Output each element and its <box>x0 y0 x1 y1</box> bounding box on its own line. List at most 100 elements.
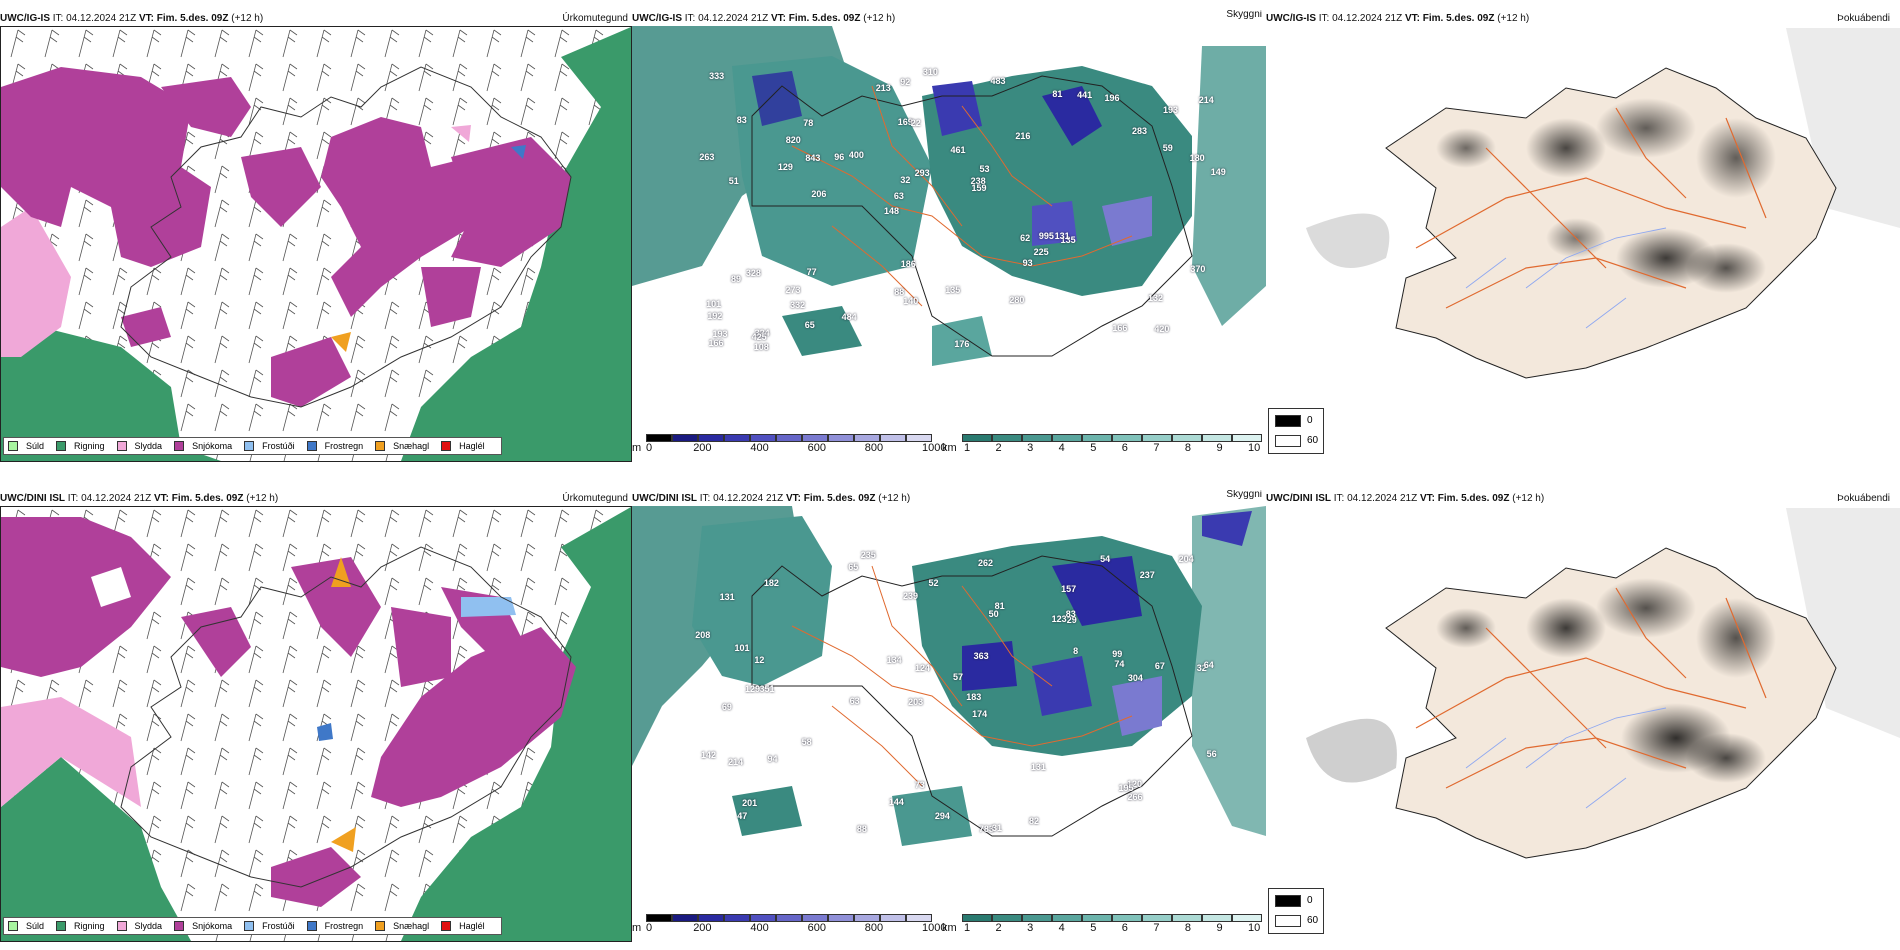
valid-time: VT: Fim. 5.des. 09Z <box>138 13 229 24</box>
cloud-base-value: 93 <box>1022 258 1033 269</box>
visibility-cloudbase-panel-row2: UWC/DINI ISL IT: 04.12.2024 21Z VT: Fim.… <box>632 490 1266 942</box>
cloud-base-value: 129 <box>777 162 793 173</box>
cloud-base-value: 193 <box>712 329 728 340</box>
cloud-colorbar-segment <box>880 434 906 442</box>
visibility-colorbar-segment <box>1142 434 1172 442</box>
visibility-colorbar-tick: 1 <box>964 922 971 934</box>
legend-swatch <box>56 921 67 931</box>
precip-type-map[interactable]: Súld Rigning Slydda Snjókoma Frostúði Frostre… <box>0 26 632 462</box>
visibility-cloudbase-panel-row1: UWC/IG-IS IT: 04.12.2024 21Z VT: Fim. 5.… <box>632 10 1266 462</box>
cloud-base-value: 96 <box>834 152 845 163</box>
model-name: UWC/IG-IS <box>1266 13 1316 24</box>
cloud-base-value: 332 <box>790 299 806 310</box>
cloud-base-value: 131 <box>719 591 735 602</box>
cloud-base-value: 400 <box>848 150 864 160</box>
cloud-base-value: 81 <box>1052 88 1063 99</box>
fog-legend-label-1: 60 <box>1307 915 1319 926</box>
visibility-map[interactable]: 420 51 193 148 216 324 169 461 328 400 192 332 22 53 1… <box>632 26 1266 430</box>
visibility-colorbar-segment <box>1082 434 1112 442</box>
cloud-base-value: 144 <box>888 797 904 808</box>
legend-swatch <box>174 921 185 931</box>
cloud-base-value: 208 <box>695 629 711 640</box>
visibility-colorbar-tick: 2 <box>995 442 1002 454</box>
cloud-colorbar-segment <box>776 914 802 922</box>
model-name: UWC/DINI ISL <box>1266 493 1331 504</box>
panel-title: Þokuábendi <box>1837 13 1890 24</box>
legend-swatch <box>441 441 452 451</box>
cloud-colorbar-segment <box>828 434 854 442</box>
cloud-colorbar-tick: 800 <box>864 442 884 454</box>
visibility-map[interactable]: 235 157 32 203 174 351 131 123 69 50 57 47 65 63 783 31… <box>632 506 1266 910</box>
visibility-map-svg <box>632 506 1266 910</box>
cloud-base-value: 54 <box>1100 554 1111 565</box>
cloud-base-value: 69 <box>721 701 732 712</box>
cloud-base-value: 131 <box>1030 762 1046 773</box>
visibility-colorbar-tick: 9 <box>1216 922 1223 934</box>
cloud-base-value: 67 <box>1154 660 1165 671</box>
cloud-base-value: 273 <box>785 284 801 295</box>
cloud-base-value: 206 <box>811 188 827 199</box>
cloud-colorbar-segment <box>646 914 672 922</box>
init-time: IT: 04.12.2024 21Z <box>67 493 152 504</box>
legend-label: Snjókoma <box>192 921 233 931</box>
panel-title: Úrkomutegund <box>562 13 628 24</box>
cloud-base-value: 262 <box>977 558 993 569</box>
cloud-colorbar-segment <box>672 914 698 922</box>
cloud-base-value: 58 <box>801 737 812 748</box>
model-name: UWC/DINI ISL <box>632 493 697 504</box>
panel-header: UWC/DINI ISL IT: 04.12.2024 21Z VT: Fim.… <box>1266 490 1900 508</box>
visibility-colorbar-segment <box>1142 914 1172 922</box>
legend-label: Snæhagl <box>393 921 430 931</box>
cloud-colorbar-tick: 0 <box>646 922 653 934</box>
lead-time: (+12 h) <box>231 13 264 24</box>
cloud-base-value: 176 <box>954 338 970 349</box>
precip-type-map[interactable]: Súld Rigning Slydda Snjókoma Frostúði Frostre… <box>0 506 632 942</box>
fog-legend-swatch-1 <box>1275 915 1301 927</box>
fog-index-map[interactable]: 0 60 <box>1266 28 1900 462</box>
visibility-colorbar-tick: 2 <box>995 922 1002 934</box>
cloud-base-value: 280 <box>1009 295 1025 306</box>
visibility-colorbar-segment <box>1232 434 1262 442</box>
cloud-base-value: 235 <box>860 549 876 560</box>
cloud-base-value: 8 <box>1073 645 1079 656</box>
model-name: UWC/DINI ISL <box>0 493 65 504</box>
init-time: IT: 04.12.2024 21Z <box>699 493 784 504</box>
precip-map-svg <box>1 27 631 461</box>
legend-label: Snjókoma <box>192 441 233 451</box>
cloud-base-value: 216 <box>1015 130 1031 141</box>
lead-time: (+12 h) <box>246 493 279 504</box>
cloud-base-value: 78 <box>803 118 814 129</box>
cloud-base-value: 183 <box>966 691 982 702</box>
visibility-colorbar-tick: 4 <box>1058 442 1065 454</box>
visibility-colorbar-tick: 10 <box>1248 922 1261 934</box>
cloud-base-value: 65 <box>804 319 815 330</box>
valid-time: VT: Fim. 5.des. 09Z <box>785 493 876 504</box>
cloud-base-value: 101 <box>734 643 750 653</box>
visibility-colorbar-segment <box>1202 434 1232 442</box>
cloud-colorbar-segment <box>724 434 750 442</box>
cloud-base-value: 157 <box>1061 583 1077 594</box>
cloud-base-value: 363 <box>973 651 989 662</box>
cloud-base-value: 166 <box>1112 323 1128 334</box>
cloud-base-value: 51 <box>728 176 739 187</box>
cloud-base-value: 328 <box>745 268 761 279</box>
visibility-colorbar-tick: 1 <box>964 442 971 454</box>
cloud-base-value: 263 <box>699 151 715 162</box>
legend-item: Haglél <box>441 441 485 451</box>
panel-title: Skyggni <box>1226 10 1262 20</box>
cloud-base-value: 420 <box>1154 323 1170 334</box>
cloud-colorbar-unit: m <box>632 442 642 454</box>
legend-swatch <box>375 441 386 451</box>
fog-index-map[interactable]: 0 60 <box>1266 508 1900 942</box>
cloud-base-value: 195 <box>1118 782 1134 793</box>
cloud-base-value: 132 <box>1147 292 1163 303</box>
cloud-base-value: 64 <box>1203 660 1214 671</box>
legend-label: Haglél <box>459 921 485 931</box>
cloud-base-value: 135 <box>1060 234 1076 245</box>
legend-swatch <box>441 921 452 931</box>
cloud-base-value: 333 <box>709 71 725 82</box>
cloud-colorbar-segment <box>802 434 828 442</box>
visibility-colorbar-segment <box>1022 914 1052 922</box>
cloud-base-value: 83 <box>736 114 747 125</box>
cloud-base-value: 73 <box>914 780 925 791</box>
